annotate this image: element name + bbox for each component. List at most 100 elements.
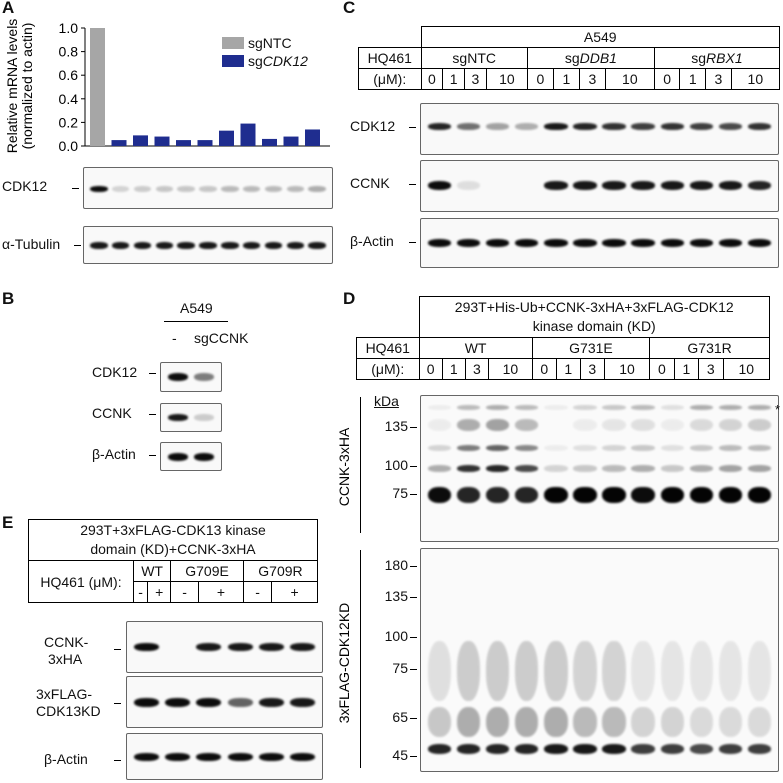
blot-band	[602, 180, 626, 190]
blot-band	[134, 697, 160, 707]
blot-band	[747, 419, 772, 431]
blot-label-tick	[114, 649, 121, 650]
mw-marker-tick	[410, 756, 417, 757]
panel-e-blot-cdk13kd	[126, 676, 323, 728]
blot-band	[515, 405, 539, 411]
panel-c-cell-line: A549	[420, 26, 780, 48]
panel-a-y-axis-title-line2: (normalized to actin)	[19, 23, 35, 150]
blot-label-tick	[114, 760, 121, 761]
blot-band	[689, 239, 713, 247]
blot-band	[747, 405, 772, 411]
panel-e-treatment: HQ461 (μM):	[28, 560, 134, 603]
blot-band	[227, 697, 253, 707]
panel-c-unit: (μM):	[358, 68, 422, 90]
panel-c-blot-actin	[420, 218, 779, 268]
blot-band	[264, 185, 283, 192]
panel-b-lane-sgccnk: sgCCNK	[194, 330, 249, 346]
blot-band	[456, 641, 481, 702]
bar-sgcdk12-4	[176, 140, 191, 146]
blot-band	[689, 405, 713, 411]
blot-band	[689, 445, 713, 452]
blot-band	[573, 641, 597, 702]
panel-d-dose-2-2: 3	[698, 358, 724, 380]
blot-band	[747, 239, 772, 247]
blot-band	[660, 419, 684, 431]
blot-band	[155, 241, 174, 249]
panel-e-sign-0-0: -	[132, 581, 149, 603]
legend-label-sgntc-prefix: sg	[248, 35, 263, 51]
blot-band	[515, 465, 539, 472]
panel-b-lane-control: -	[172, 330, 177, 346]
blot-band	[718, 180, 742, 190]
mw-marker-label: 135	[384, 588, 408, 604]
panel-c-dose-2-0: 0	[653, 68, 681, 90]
blot-band	[544, 180, 568, 190]
blot-band	[573, 419, 597, 431]
panel-b-blot-label-actin: β-Actin	[92, 446, 136, 462]
blot-band	[718, 707, 742, 738]
blot-band	[427, 419, 452, 431]
blot-band	[573, 405, 597, 411]
panel-c-dose-2-2: 3	[705, 68, 732, 90]
blot-band	[544, 707, 568, 738]
blot-band	[486, 239, 510, 247]
blot-band	[193, 452, 215, 461]
blot-band	[242, 185, 261, 192]
blot-band	[112, 241, 130, 249]
panel-d-treatment: HQ461	[356, 337, 420, 359]
blot-band	[631, 465, 655, 472]
mw-marker-label: 100	[384, 457, 408, 473]
mw-marker-label: 135	[384, 418, 408, 434]
mw-marker-tick	[410, 597, 417, 598]
blot-band	[242, 241, 261, 249]
blot-band	[660, 743, 684, 754]
panel-e-blot-ccnk	[126, 621, 323, 673]
panel-d-blot-cdk12kd	[420, 548, 779, 772]
blot-band	[689, 743, 713, 754]
blot-band	[515, 123, 539, 130]
blot-band	[486, 707, 510, 738]
blot-band	[289, 643, 315, 651]
blot-band	[602, 486, 626, 503]
blot-band	[660, 486, 684, 503]
panel-c-blot-ccnk	[420, 160, 779, 212]
blot-band	[286, 185, 304, 192]
panel-label-a: A	[2, 0, 15, 17]
blot-label-tick	[409, 242, 416, 243]
panel-d-bottom-side-text: 3xFLAG-CDK12KD	[336, 603, 352, 724]
blot-band	[227, 643, 253, 651]
panel-d-dose-0-0: 0	[418, 358, 443, 380]
panel-e-blot-actin	[126, 733, 323, 780]
blot-band	[196, 752, 222, 761]
panel-e-sign-1-1: +	[197, 581, 244, 603]
panel-label-e: E	[2, 513, 14, 532]
blot-band	[456, 743, 481, 754]
panel-c-dose-1-2: 3	[578, 68, 606, 90]
blot-band	[264, 241, 283, 249]
panel-e-header-table: 293T+3xFLAG-CDK13 kinase domain (KD)+CCNK…	[28, 519, 319, 603]
blot-label-tick	[72, 188, 79, 189]
blot-label-tick	[149, 414, 156, 415]
panel-d-bottom-side-label: 3xFLAG-CDK12KD	[333, 548, 355, 778]
mw-marker-tick	[410, 718, 417, 719]
blot-band	[544, 486, 568, 503]
blot-label-tick	[149, 455, 156, 456]
blot-band	[544, 743, 568, 754]
blot-band	[747, 465, 772, 472]
blot-band	[544, 239, 568, 247]
mw-marker-tick	[410, 427, 417, 428]
panel-d-title: 293T+His-Ub+CCNK-3xHA+3xFLAG-CDK12 kinase…	[418, 296, 770, 338]
legend-label-sgntc-name: NTC	[262, 35, 292, 51]
bar-sgcdk12-9	[283, 136, 299, 146]
panel-c-dose-1-1: 1	[552, 68, 580, 90]
blot-band	[631, 641, 655, 702]
panel-c-blot-label-ccnk: CCNK	[350, 175, 390, 191]
blot-band	[177, 241, 195, 249]
blot-band	[486, 743, 510, 754]
panel-e-sign-1-0: -	[170, 581, 199, 603]
blot-band	[155, 185, 174, 192]
blot-band	[718, 486, 742, 503]
legend-label-sgcdk12-prefix: sg	[248, 53, 263, 69]
blot-band	[165, 752, 191, 761]
